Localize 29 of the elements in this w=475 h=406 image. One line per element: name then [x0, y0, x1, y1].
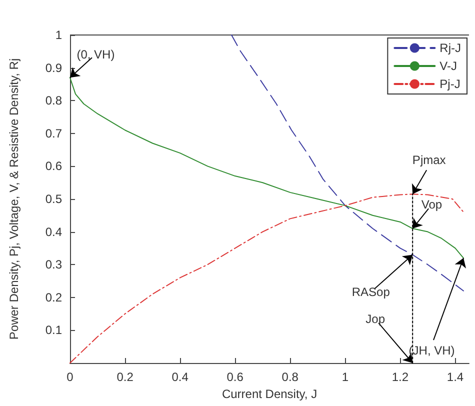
legend-label: Rj-J — [440, 41, 461, 55]
legend-label: V-J — [440, 59, 458, 73]
x-tick-label: 1.2 — [392, 370, 409, 384]
y-tick-label: 0.8 — [45, 94, 62, 108]
x-tick-label: 0 — [66, 370, 74, 384]
annotation: Jop — [366, 312, 386, 326]
y-tick-label: 0.5 — [45, 192, 62, 206]
x-tick-label: 0.6 — [226, 370, 244, 384]
y-tick-label: 0.1 — [45, 323, 62, 338]
x-tick-label: 0.4 — [172, 370, 189, 384]
x-axis-title: Current Density, J — [222, 386, 318, 401]
annotation: (0, VH) — [76, 47, 115, 62]
x-tick-label: 0.2 — [116, 370, 134, 384]
annotation: (JH, VH) — [408, 344, 455, 358]
x-tick-label: 0.8 — [282, 370, 299, 384]
y-tick-label: 0.9 — [45, 60, 62, 75]
annotation: RASop — [352, 285, 390, 300]
y-tick-label: 1 — [55, 28, 62, 42]
y-axis-title: Power Density, Pj, Voltage, V, & Resistive Density, Rj — [7, 58, 21, 340]
annotation: Pjmax — [412, 152, 446, 167]
x-tick-label: 1.4 — [446, 370, 464, 384]
y-tick-label: 0.2 — [45, 290, 62, 304]
y-tick-label: 0.6 — [45, 159, 62, 174]
x-tick-label: 1 — [342, 370, 349, 384]
legend-label: Pj-J — [440, 77, 460, 91]
y-tick-label: 0.7 — [45, 126, 62, 140]
y-tick-label: 0.3 — [45, 258, 62, 272]
annotation: Vop — [421, 198, 442, 212]
y-tick-label: 0.4 — [45, 224, 62, 239]
